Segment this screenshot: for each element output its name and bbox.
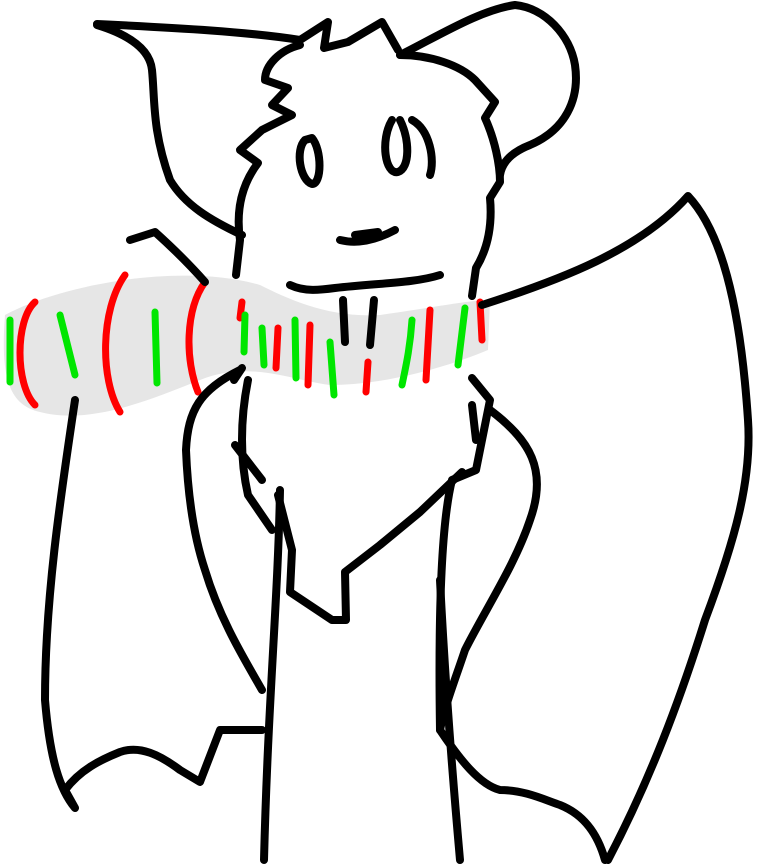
hand-marks: [230, 364, 480, 484]
nose: [336, 226, 399, 246]
left-leg: [260, 486, 284, 864]
stripe: [362, 358, 372, 396]
stripe: [398, 316, 416, 389]
head-tuft: [296, 18, 402, 54]
stripe: [240, 311, 249, 356]
right-wing: [436, 192, 753, 864]
stripe: [326, 338, 338, 399]
stripe: [291, 316, 300, 382]
right-arm: [435, 374, 494, 734]
left-arm: [182, 366, 266, 694]
stripe: [151, 308, 161, 387]
right-ear: [396, 1, 580, 179]
stripe: [258, 324, 268, 369]
stripe: [272, 324, 282, 372]
stripe: [56, 311, 79, 379]
right-wing-inner: [436, 406, 541, 734]
stripe: [102, 271, 129, 416]
right-leg: [436, 576, 464, 864]
red-stripes: [16, 271, 486, 416]
head-right: [396, 51, 504, 300]
stripe: [16, 298, 39, 409]
green-stripes: [6, 304, 469, 399]
candy-cane: [3, 271, 491, 416]
stripe: [304, 321, 314, 389]
chest-fur: [274, 468, 466, 624]
stripe: [185, 278, 209, 396]
left-wing: [41, 228, 266, 812]
bat-outline: [41, 1, 753, 864]
left-eye: [295, 134, 324, 188]
left-ear: [93, 20, 304, 239]
head-left: [232, 41, 304, 279]
stripe: [422, 306, 434, 384]
stripe: [454, 304, 469, 369]
body-left: [238, 376, 276, 534]
right-eye: [381, 116, 436, 179]
stripe: [236, 298, 246, 322]
tongue: [339, 296, 378, 349]
mouth: [286, 271, 444, 294]
